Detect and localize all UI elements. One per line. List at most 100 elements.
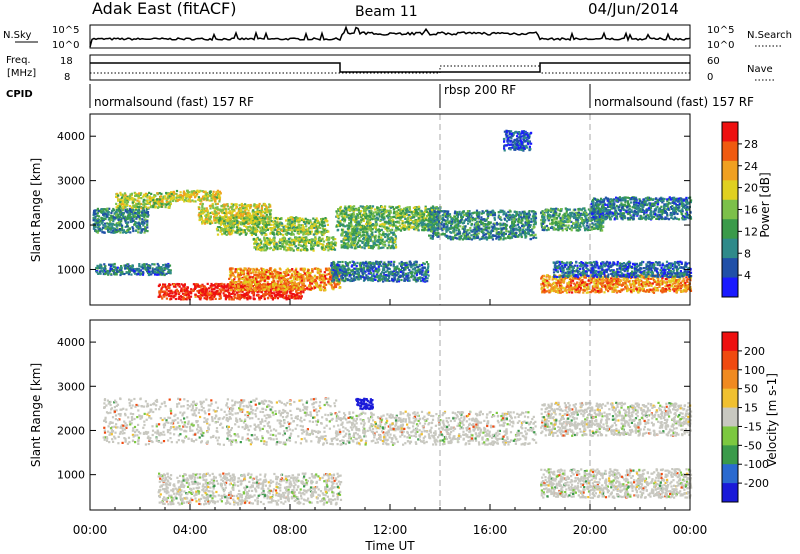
data-cell [373,208,377,211]
data-cell [511,213,514,216]
data-cell [341,212,344,215]
data-cell [174,297,177,301]
data-cell [231,210,234,213]
data-cell [110,211,113,214]
data-cell [380,236,383,239]
data-cell [225,296,228,299]
data-cell [212,198,215,201]
data-cell [299,226,302,229]
data-cell [332,243,335,246]
data-cell [268,203,271,206]
data-cell [205,192,208,195]
data-cell [509,210,512,213]
data-cell [180,283,183,286]
data-cell [219,222,223,225]
data-cell [314,236,317,239]
data-cell [117,206,120,209]
data-cell [435,211,438,214]
data-cell [398,221,401,224]
data-cell [161,297,164,300]
data-cell [308,232,312,235]
data-cell [446,223,449,226]
data-cell [432,220,435,224]
data-cell [208,290,211,293]
data-cell [184,297,187,301]
data-cell [402,227,405,230]
data-cell [181,295,184,299]
data-cell [256,204,259,207]
data-cell [395,226,398,229]
data-cell [117,213,120,216]
data-cell [472,211,475,214]
data-cell [435,215,438,218]
data-cell [134,198,137,201]
data-cell [365,223,368,226]
data-cell [116,230,119,233]
data-cell [240,228,243,231]
data-cell [533,226,536,229]
data-cell [98,227,101,231]
data-cell [206,211,209,214]
data-cell [192,190,195,193]
data-cell [491,238,494,241]
data-cell [453,231,456,234]
data-cell [115,214,118,217]
data-cell [167,192,170,195]
data-cell [219,230,222,233]
data-cell [92,224,95,227]
data-cell [408,225,411,228]
data-cell [458,238,461,241]
data-cell [403,225,406,228]
data-cell [470,212,473,215]
data-cell [204,292,207,295]
data-cell [364,211,367,214]
data-cell [368,222,371,226]
data-cell [273,222,276,226]
data-cell [301,245,304,248]
data-cell [433,228,436,231]
data-cell [338,221,341,225]
data-cell [453,225,456,228]
data-cell [160,287,163,290]
data-cell [183,200,186,203]
data-cell [477,232,480,235]
data-cell [262,214,265,217]
data-cell [441,216,445,219]
data-cell [504,232,507,235]
data-cell [442,226,445,229]
data-cell [263,246,266,249]
data-cell [520,234,523,237]
data-cell [274,294,277,297]
data-cell [320,218,323,221]
data-cell [114,216,117,219]
data-cell [268,210,271,213]
data-cell [131,201,134,204]
data-cell [277,226,280,229]
data-cell [131,206,134,209]
data-cell [353,244,356,247]
data-cell [201,202,204,206]
data-cell [417,224,420,227]
data-cell [454,221,457,224]
data-cell [441,229,444,232]
data-cell [186,191,189,194]
data-cell [144,218,147,221]
data-cell [123,217,126,220]
data-cell [385,209,388,212]
data-cell [232,229,235,232]
data-cell [225,233,228,236]
data-cell [497,231,500,234]
data-cell [432,206,435,209]
data-cell [474,217,477,220]
data-cell [172,194,175,197]
data-cell [292,295,295,298]
data-cell [527,230,530,233]
data-cell [144,211,147,214]
data-cell [502,227,505,230]
data-cell [133,205,136,208]
data-cell [293,229,296,233]
data-cell [431,237,434,240]
data-cell [229,226,232,229]
data-cell [183,283,186,286]
data-cell [392,224,395,227]
